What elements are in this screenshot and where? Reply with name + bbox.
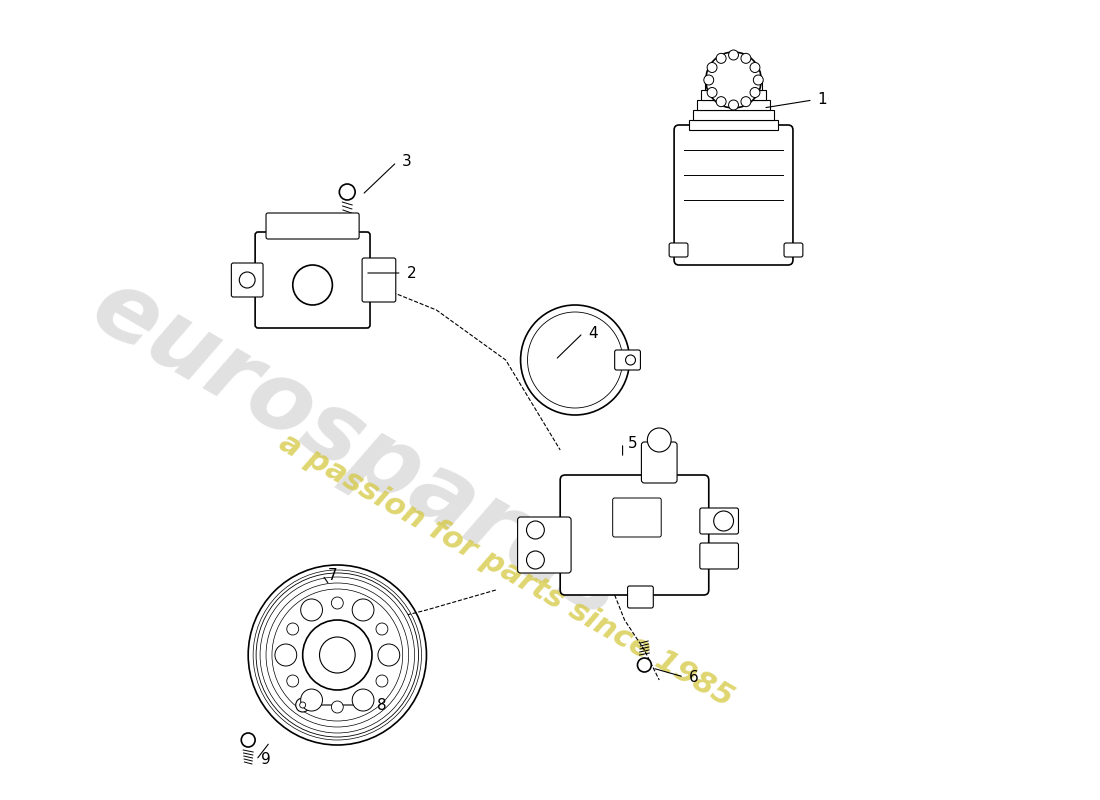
Bar: [701, 90, 767, 100]
FancyBboxPatch shape: [518, 517, 571, 573]
FancyBboxPatch shape: [700, 508, 738, 534]
Bar: [689, 120, 778, 130]
Text: 6: 6: [689, 670, 698, 685]
Circle shape: [741, 97, 751, 106]
FancyBboxPatch shape: [669, 243, 688, 257]
FancyBboxPatch shape: [255, 232, 370, 328]
FancyBboxPatch shape: [700, 543, 738, 569]
Circle shape: [637, 658, 651, 672]
Circle shape: [716, 97, 726, 106]
Circle shape: [275, 644, 297, 666]
Circle shape: [376, 675, 388, 687]
FancyBboxPatch shape: [613, 498, 661, 537]
FancyBboxPatch shape: [627, 586, 653, 608]
Circle shape: [241, 733, 255, 747]
Circle shape: [240, 272, 255, 288]
Circle shape: [706, 52, 761, 108]
FancyBboxPatch shape: [674, 125, 793, 265]
Circle shape: [378, 644, 399, 666]
Text: 9: 9: [261, 753, 271, 767]
Circle shape: [754, 75, 763, 85]
FancyBboxPatch shape: [362, 258, 396, 302]
FancyBboxPatch shape: [784, 243, 803, 257]
Text: 7: 7: [328, 567, 337, 582]
Circle shape: [707, 87, 717, 98]
Circle shape: [626, 355, 636, 365]
Circle shape: [299, 702, 306, 708]
Circle shape: [648, 428, 671, 452]
Circle shape: [256, 573, 419, 737]
Circle shape: [707, 62, 717, 73]
FancyBboxPatch shape: [615, 350, 640, 370]
Circle shape: [293, 265, 332, 305]
Text: 1: 1: [817, 93, 827, 107]
Circle shape: [728, 100, 738, 110]
Text: 3: 3: [402, 154, 411, 170]
Circle shape: [728, 50, 738, 60]
Circle shape: [319, 637, 355, 673]
Circle shape: [750, 87, 760, 98]
Circle shape: [352, 689, 374, 711]
Circle shape: [714, 511, 734, 531]
Circle shape: [339, 184, 355, 200]
Circle shape: [716, 54, 726, 63]
Text: 8: 8: [377, 698, 386, 713]
Circle shape: [300, 599, 322, 621]
Circle shape: [704, 75, 714, 85]
Text: 5: 5: [627, 435, 637, 450]
Circle shape: [741, 54, 751, 63]
Bar: [697, 100, 770, 110]
FancyBboxPatch shape: [266, 213, 359, 239]
Circle shape: [376, 623, 388, 635]
Circle shape: [296, 698, 309, 712]
Circle shape: [331, 597, 343, 609]
Circle shape: [302, 620, 372, 690]
Circle shape: [750, 62, 760, 73]
Circle shape: [331, 701, 343, 713]
Circle shape: [287, 623, 299, 635]
Circle shape: [287, 675, 299, 687]
Text: eurospares: eurospares: [76, 261, 639, 639]
Bar: [693, 110, 774, 120]
Circle shape: [527, 551, 544, 569]
FancyBboxPatch shape: [641, 442, 678, 483]
FancyBboxPatch shape: [231, 263, 263, 297]
Text: 4: 4: [587, 326, 597, 341]
FancyBboxPatch shape: [560, 475, 708, 595]
Bar: [705, 80, 762, 90]
Text: a passion for parts since 1985: a passion for parts since 1985: [274, 427, 738, 713]
Text: 2: 2: [407, 266, 416, 281]
Circle shape: [300, 689, 322, 711]
Circle shape: [527, 521, 544, 539]
Circle shape: [352, 599, 374, 621]
